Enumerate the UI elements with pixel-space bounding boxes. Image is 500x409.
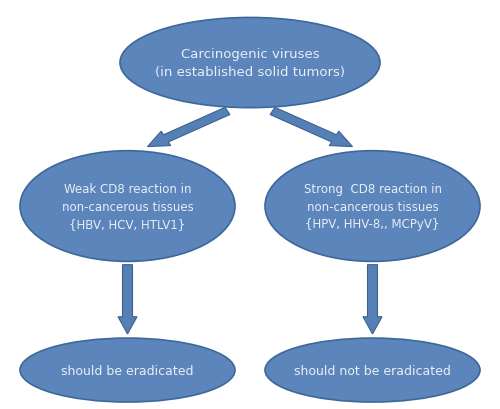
- Polygon shape: [363, 265, 382, 334]
- Polygon shape: [270, 108, 352, 147]
- Polygon shape: [148, 108, 230, 147]
- Text: Weak CD8 reaction in
non-cancerous tissues
{HBV, HCV, HTLV1}: Weak CD8 reaction in non-cancerous tissu…: [62, 182, 194, 231]
- Text: should not be eradicated: should not be eradicated: [294, 364, 451, 377]
- Polygon shape: [118, 265, 137, 334]
- Ellipse shape: [20, 338, 235, 402]
- Ellipse shape: [120, 18, 380, 108]
- Ellipse shape: [265, 151, 480, 262]
- Ellipse shape: [20, 151, 235, 262]
- Text: should be eradicated: should be eradicated: [61, 364, 194, 377]
- Text: Carcinogenic viruses
(in established solid tumors): Carcinogenic viruses (in established sol…: [155, 48, 345, 79]
- Text: Strong  CD8 reaction in
non-cancerous tissues
{HPV, HHV-8,, MCPyV}: Strong CD8 reaction in non-cancerous tis…: [304, 182, 442, 231]
- Ellipse shape: [265, 338, 480, 402]
